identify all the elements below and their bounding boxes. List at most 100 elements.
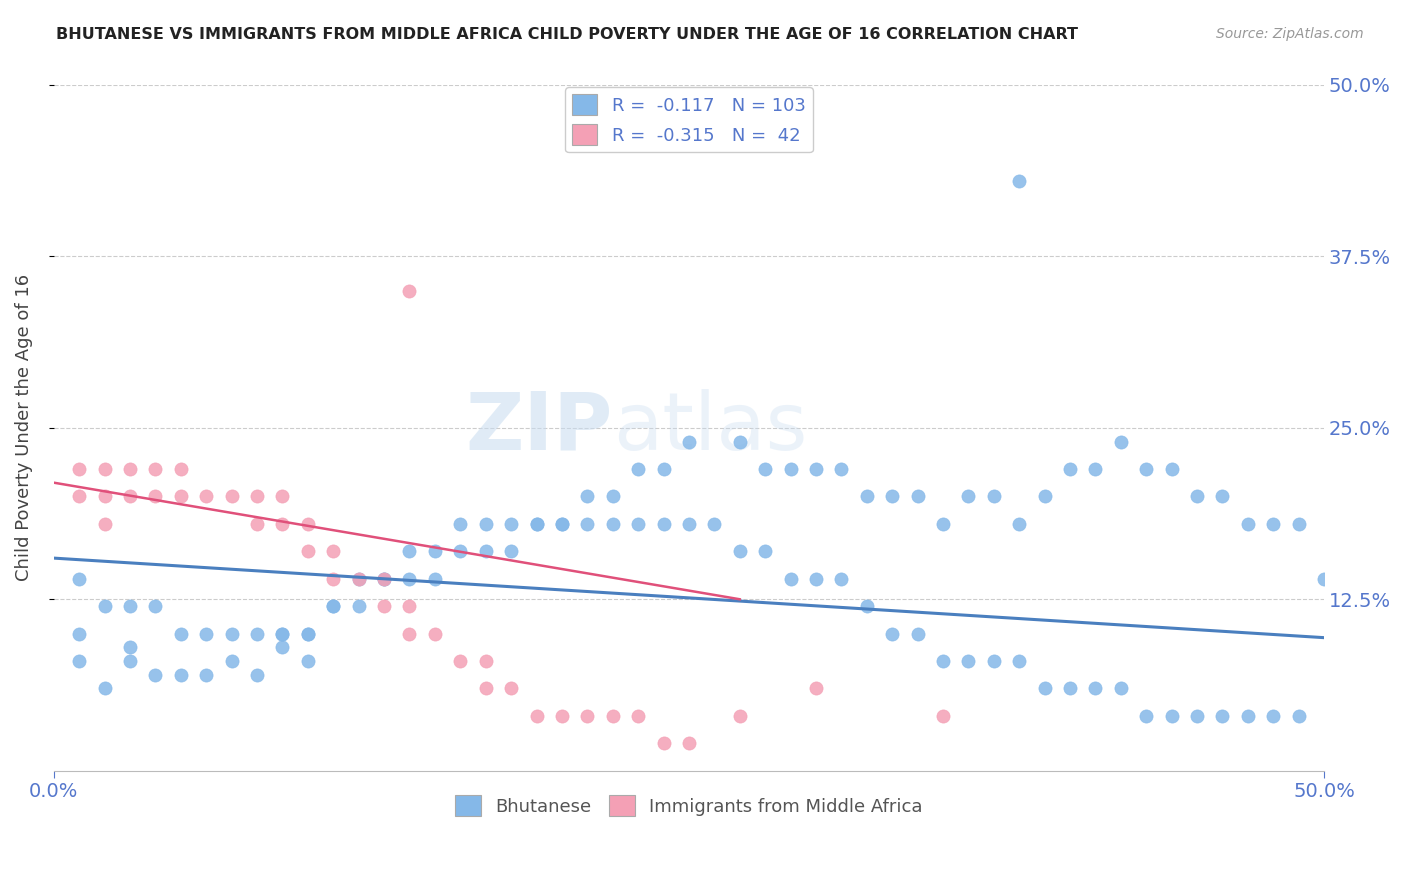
- Point: [576, 516, 599, 531]
- Point: [804, 681, 827, 696]
- Point: [1033, 489, 1056, 503]
- Point: [576, 709, 599, 723]
- Point: [474, 654, 496, 668]
- Point: [728, 709, 751, 723]
- Point: [754, 462, 776, 476]
- Point: [67, 572, 90, 586]
- Point: [195, 667, 218, 681]
- Point: [347, 572, 370, 586]
- Point: [1185, 489, 1208, 503]
- Point: [93, 489, 115, 503]
- Point: [501, 681, 523, 696]
- Point: [855, 489, 877, 503]
- Point: [398, 599, 420, 613]
- Point: [907, 489, 929, 503]
- Point: [627, 516, 650, 531]
- Point: [297, 626, 319, 640]
- Point: [246, 489, 269, 503]
- Point: [118, 654, 141, 668]
- Point: [297, 516, 319, 531]
- Point: [297, 654, 319, 668]
- Point: [118, 640, 141, 655]
- Legend: Bhutanese, Immigrants from Middle Africa: Bhutanese, Immigrants from Middle Africa: [449, 789, 929, 823]
- Point: [449, 544, 471, 558]
- Point: [118, 599, 141, 613]
- Point: [551, 516, 574, 531]
- Point: [474, 681, 496, 696]
- Point: [246, 516, 269, 531]
- Point: [221, 626, 243, 640]
- Point: [1160, 709, 1182, 723]
- Point: [1059, 462, 1081, 476]
- Point: [474, 544, 496, 558]
- Point: [1008, 174, 1031, 188]
- Point: [118, 489, 141, 503]
- Point: [1211, 489, 1233, 503]
- Text: Source: ZipAtlas.com: Source: ZipAtlas.com: [1216, 27, 1364, 41]
- Point: [1288, 516, 1310, 531]
- Point: [983, 489, 1005, 503]
- Point: [398, 544, 420, 558]
- Point: [907, 626, 929, 640]
- Point: [602, 709, 624, 723]
- Point: [678, 434, 700, 449]
- Point: [602, 516, 624, 531]
- Point: [728, 544, 751, 558]
- Point: [246, 667, 269, 681]
- Point: [983, 654, 1005, 668]
- Point: [322, 544, 344, 558]
- Point: [1236, 516, 1258, 531]
- Point: [398, 626, 420, 640]
- Point: [195, 626, 218, 640]
- Point: [373, 572, 395, 586]
- Text: BHUTANESE VS IMMIGRANTS FROM MIDDLE AFRICA CHILD POVERTY UNDER THE AGE OF 16 COR: BHUTANESE VS IMMIGRANTS FROM MIDDLE AFRI…: [56, 27, 1078, 42]
- Y-axis label: Child Poverty Under the Age of 16: Child Poverty Under the Age of 16: [15, 274, 32, 582]
- Point: [957, 654, 980, 668]
- Point: [195, 489, 218, 503]
- Point: [145, 489, 167, 503]
- Point: [526, 516, 548, 531]
- Point: [93, 462, 115, 476]
- Point: [1185, 709, 1208, 723]
- Point: [67, 462, 90, 476]
- Point: [347, 599, 370, 613]
- Point: [882, 626, 904, 640]
- Point: [728, 434, 751, 449]
- Point: [1109, 434, 1132, 449]
- Point: [932, 516, 955, 531]
- Point: [145, 667, 167, 681]
- Point: [1033, 681, 1056, 696]
- Point: [423, 544, 446, 558]
- Point: [423, 626, 446, 640]
- Point: [1313, 572, 1336, 586]
- Point: [221, 489, 243, 503]
- Point: [271, 489, 294, 503]
- Point: [373, 572, 395, 586]
- Point: [678, 736, 700, 750]
- Point: [526, 709, 548, 723]
- Point: [373, 572, 395, 586]
- Point: [779, 462, 801, 476]
- Point: [271, 626, 294, 640]
- Point: [830, 462, 852, 476]
- Point: [145, 599, 167, 613]
- Text: ZIP: ZIP: [465, 389, 613, 467]
- Point: [93, 516, 115, 531]
- Point: [1211, 709, 1233, 723]
- Point: [67, 654, 90, 668]
- Point: [93, 599, 115, 613]
- Point: [1059, 681, 1081, 696]
- Point: [373, 599, 395, 613]
- Point: [551, 709, 574, 723]
- Point: [703, 516, 725, 531]
- Point: [170, 626, 193, 640]
- Point: [67, 489, 90, 503]
- Point: [957, 489, 980, 503]
- Point: [170, 489, 193, 503]
- Point: [551, 516, 574, 531]
- Point: [678, 516, 700, 531]
- Point: [576, 489, 599, 503]
- Point: [170, 462, 193, 476]
- Point: [449, 516, 471, 531]
- Point: [855, 599, 877, 613]
